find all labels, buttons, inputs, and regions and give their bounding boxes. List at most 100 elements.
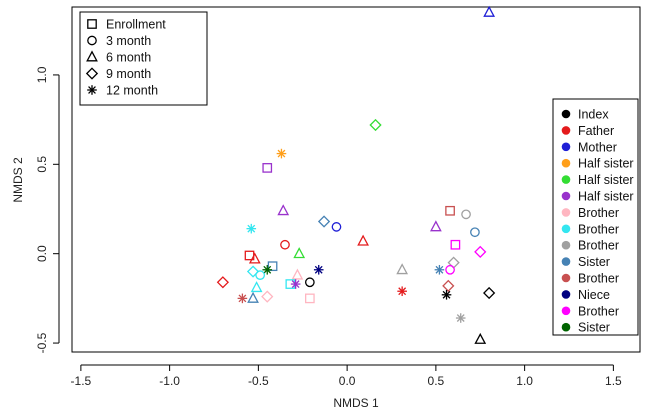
shape-legend-symbol (86, 50, 98, 62)
data-point (304, 293, 315, 304)
data-point (474, 332, 487, 344)
color-legend: Index Father Mother Half sister Half sister H… (552, 98, 639, 336)
color-legend-swatch (561, 158, 571, 168)
color-legend-label: Half sister (578, 157, 634, 171)
x-axis-label: NMDS 1 (333, 396, 379, 410)
data-point (313, 264, 324, 275)
data-point (250, 281, 263, 293)
color-legend-swatch (561, 306, 571, 316)
shape-legend-symbol (87, 19, 97, 29)
shape-legend-label: Enrollment (106, 18, 166, 32)
color-legend-label: Brother (578, 304, 619, 318)
data-point (331, 222, 342, 232)
data-point (280, 239, 290, 250)
data-point (246, 223, 257, 234)
color-legend-swatch (561, 208, 571, 217)
y-tick-label: 0.0 (35, 245, 49, 262)
shape-legend: Enrollment 3 month 6 month 9 month 12 month (79, 11, 208, 106)
data-point (434, 264, 445, 275)
color-legend-label: Brother (578, 222, 619, 236)
color-legend-swatch (561, 240, 571, 250)
color-legend-swatch (561, 290, 571, 299)
data-point (237, 293, 248, 304)
data-point (483, 286, 496, 300)
data-point (483, 5, 496, 17)
data-point (369, 118, 382, 132)
data-point (276, 148, 287, 159)
data-point (262, 163, 273, 173)
color-legend-swatch (561, 273, 571, 283)
shape-legend-symbol (87, 85, 97, 95)
y-axis-label: NMDS 2 (11, 157, 25, 203)
data-point (267, 261, 278, 272)
data-point (277, 204, 290, 216)
data-point (441, 289, 452, 300)
color-legend-swatch (561, 175, 571, 184)
shape-legend-symbol (87, 35, 97, 46)
color-legend-label: Mother (578, 140, 617, 154)
shape-legend-label: 12 month (106, 84, 158, 98)
data-point (445, 205, 455, 216)
data-point (216, 276, 229, 289)
data-point (396, 263, 409, 275)
color-legend-label: Index (578, 108, 609, 122)
data-point (291, 268, 304, 280)
color-legend-label: Half sister (578, 190, 634, 204)
color-legend-items: Index Father Mother Half sister Half sister H… (561, 108, 634, 335)
data-points (216, 5, 496, 344)
data-point (461, 209, 471, 220)
data-point (317, 215, 331, 228)
color-legend-swatch (561, 191, 571, 201)
data-point (293, 247, 306, 259)
y-tick-label: 1.0 (35, 66, 49, 83)
x-tick-label: -0.5 (248, 374, 269, 388)
color-legend-label: Half sister (578, 173, 634, 187)
y-tick-label: 0.5 (35, 156, 49, 173)
x-tick-label: 0.5 (428, 374, 445, 388)
data-point (246, 265, 260, 278)
shape-legend-box (79, 11, 208, 106)
shape-legend-items: Enrollment 3 month 6 month 9 month 12 month (85, 18, 166, 98)
color-legend-swatch (561, 142, 571, 152)
color-legend-swatch (561, 224, 571, 234)
data-point (248, 252, 261, 264)
shape-legend-symbol (85, 67, 99, 80)
shape-legend-label: 3 month (106, 34, 151, 48)
x-tick-label: -1.5 (71, 374, 92, 388)
data-point (429, 220, 442, 232)
color-legend-swatch (561, 322, 571, 332)
data-point (450, 239, 461, 250)
data-point (290, 279, 301, 289)
data-point (470, 227, 480, 238)
shape-legend-label: 6 month (106, 51, 151, 65)
data-point (247, 291, 259, 303)
shape-legend-label: 9 month (106, 67, 151, 81)
data-point (304, 277, 315, 288)
color-legend-swatch (561, 257, 571, 266)
color-legend-label: Father (578, 124, 614, 138)
axes: -1.5 -1.0 -0.5 0.0 0.5 1.0 1.5 -0.5 0.0 0.5 1.0 (35, 66, 622, 388)
x-tick-label: 0.0 (339, 374, 356, 388)
data-point (474, 245, 487, 259)
data-point (261, 290, 274, 303)
color-legend-label: Niece (578, 288, 610, 302)
x-tick-label: -1.0 (159, 374, 180, 388)
data-point (442, 279, 455, 292)
color-legend-label: Sister (578, 321, 610, 335)
x-tick-label: 1.0 (516, 374, 533, 388)
data-point (357, 234, 369, 246)
y-tick-label: -0.5 (35, 332, 49, 353)
data-point (445, 264, 455, 275)
color-legend-label: Brother (578, 206, 619, 220)
color-legend-swatch (561, 126, 571, 135)
plot-frame (71, 6, 641, 353)
data-point (255, 270, 265, 280)
color-legend-label: Brother (578, 239, 619, 253)
data-point (262, 264, 273, 275)
data-point (455, 313, 466, 323)
data-point (447, 256, 460, 269)
data-point (397, 286, 407, 297)
x-tick-label: 1.5 (605, 374, 622, 388)
color-legend-swatch (561, 109, 571, 119)
